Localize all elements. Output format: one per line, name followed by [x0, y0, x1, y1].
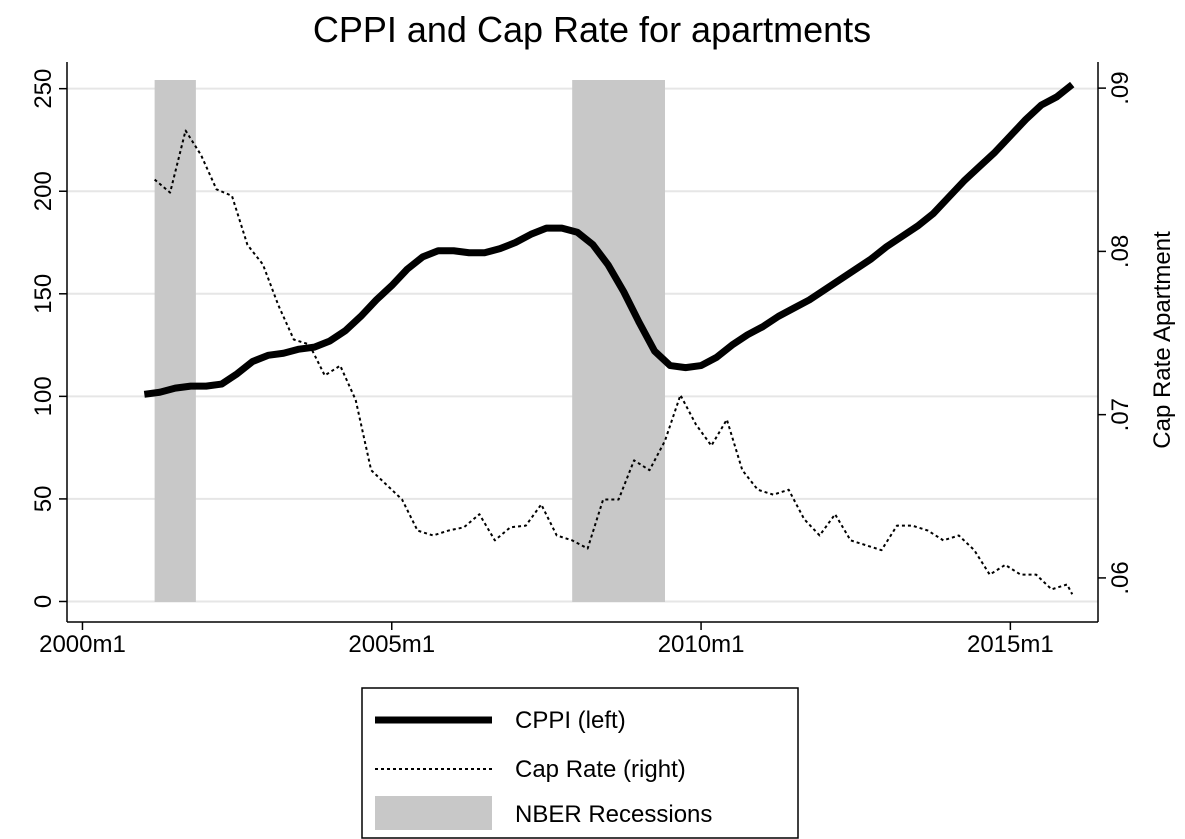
- y2-tick-label: .08: [1107, 235, 1134, 268]
- legend-label: NBER Recessions: [515, 801, 712, 828]
- recession-band: [154, 80, 196, 602]
- y-tick-label: 0: [30, 595, 57, 608]
- series-line: [143, 81, 1075, 398]
- legend-label: Cap Rate (right): [515, 756, 686, 783]
- x-tick-label: 2000m1: [39, 631, 126, 658]
- x-tick-label: 2010m1: [658, 631, 745, 658]
- y-tick-label: 50: [30, 486, 57, 513]
- y2-tick-label: .09: [1107, 71, 1134, 104]
- x-tick-label: 2015m1: [967, 631, 1054, 658]
- y-tick-label: 250: [30, 69, 57, 109]
- y2-axis-label: Cap Rate Apartment: [1149, 231, 1176, 449]
- x-tick-label: 2005m1: [348, 631, 435, 658]
- legend-swatch: [375, 796, 492, 830]
- y2-tick-label: .07: [1107, 398, 1134, 431]
- y2-tick-label: .06: [1107, 561, 1134, 594]
- legend-label: CPPI (left): [515, 707, 626, 734]
- series-line: [153, 129, 1074, 595]
- chart-title: CPPI and Cap Rate for apartments: [313, 9, 871, 50]
- y-tick-label: 200: [30, 171, 57, 211]
- y-tick-label: 150: [30, 274, 57, 314]
- y-tick-label: 100: [30, 376, 57, 416]
